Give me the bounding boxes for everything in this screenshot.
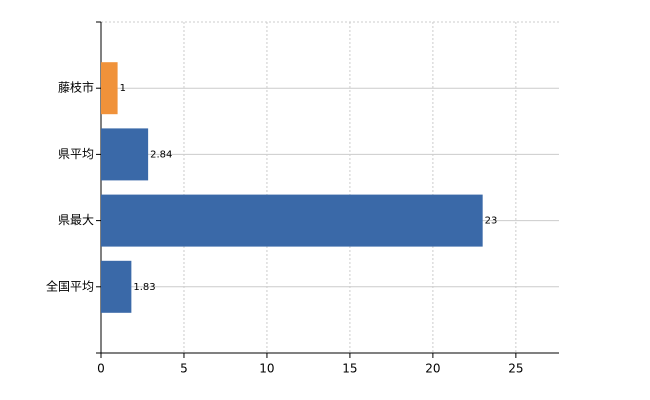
value-label: 1: [120, 83, 126, 94]
x-tick-label: 10: [259, 362, 274, 376]
value-label: 23: [485, 216, 498, 227]
bar: [101, 128, 149, 181]
value-label: 2.84: [150, 149, 172, 160]
y-tick-label: 県最大: [58, 213, 94, 227]
x-tick-label: 15: [342, 362, 357, 376]
x-tick-label: 5: [180, 362, 188, 376]
y-tick-label: 藤枝市: [58, 80, 94, 95]
value-label: 1.83: [133, 282, 155, 293]
x-tick-label: 0: [97, 362, 105, 376]
y-tick-label: 県平均: [58, 147, 94, 161]
bar: [101, 260, 132, 313]
y-tick-label: 全国平均: [46, 278, 94, 293]
x-tick-label: 20: [425, 362, 440, 376]
x-tick-label: 25: [508, 362, 523, 376]
bar: [101, 62, 118, 115]
bar: [101, 194, 483, 247]
